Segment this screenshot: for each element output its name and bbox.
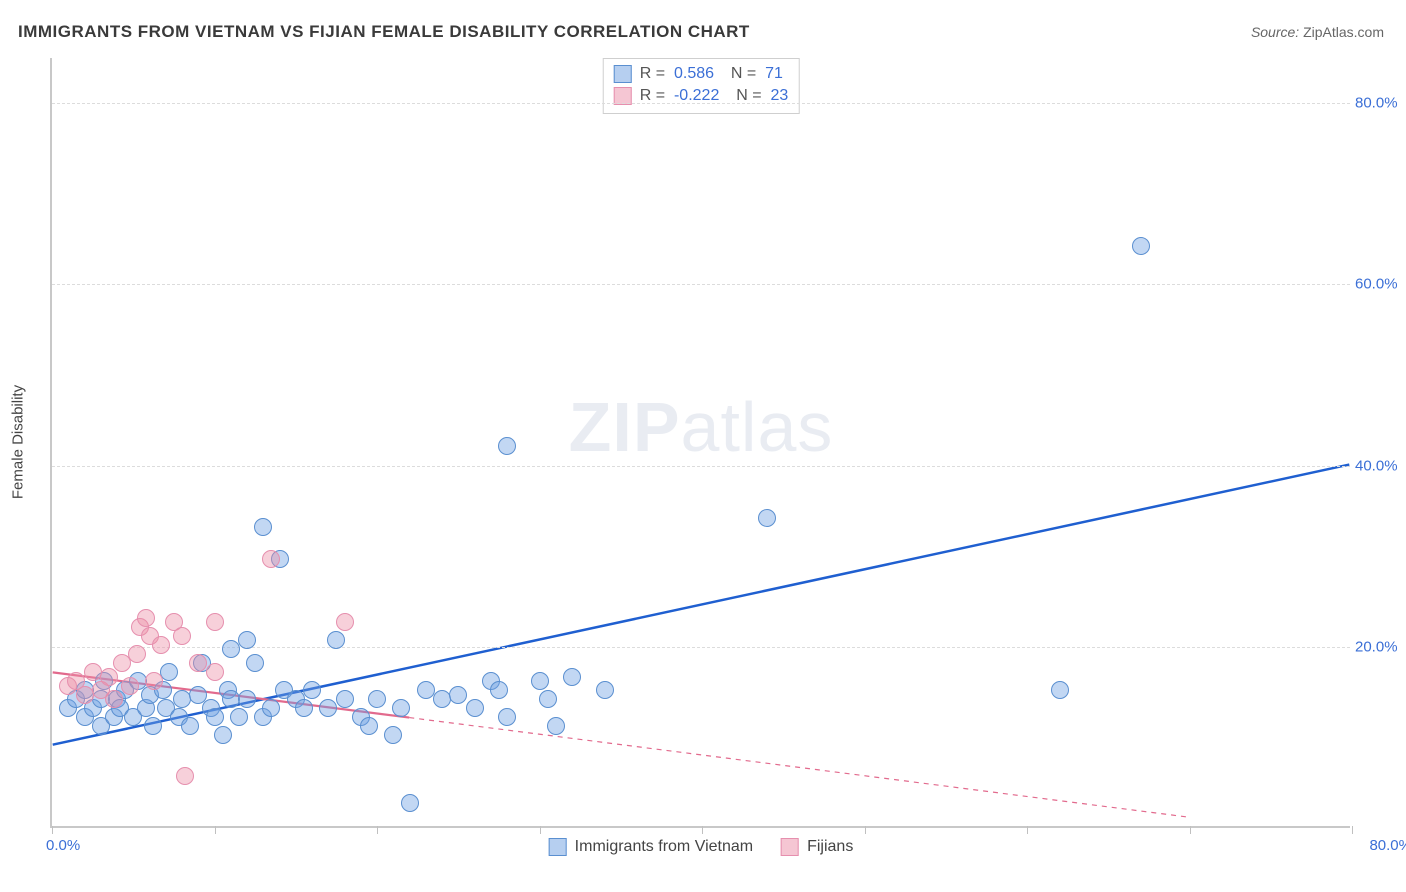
watermark: ZIPatlas [569, 387, 834, 467]
gridline [52, 103, 1350, 104]
swatch-pink-icon [781, 838, 799, 856]
scatter-plot: ZIPatlas Female Disability R = 0.586 N =… [50, 58, 1350, 828]
data-point [449, 686, 467, 704]
data-point [262, 550, 280, 568]
gridline [52, 466, 1350, 467]
x-tick-label: 0.0% [46, 837, 80, 854]
swatch-blue-icon [614, 65, 632, 83]
data-point [145, 672, 163, 690]
gridline [52, 284, 1350, 285]
data-point [246, 654, 264, 672]
data-point [84, 663, 102, 681]
data-point [262, 699, 280, 717]
x-tick-mark [52, 826, 53, 834]
data-point [319, 699, 337, 717]
data-point [128, 645, 146, 663]
data-point [238, 631, 256, 649]
data-point [100, 668, 118, 686]
source-value: ZipAtlas.com [1303, 24, 1384, 40]
data-point [466, 699, 484, 717]
legend-row: R = 0.586 N = 71 [614, 63, 789, 85]
data-point [206, 708, 224, 726]
source: Source: ZipAtlas.com [1251, 24, 1384, 40]
data-point [230, 708, 248, 726]
x-tick-label: 80.0% [1369, 837, 1406, 854]
y-tick-label: 40.0% [1355, 457, 1406, 474]
data-point [206, 613, 224, 631]
data-point [596, 681, 614, 699]
data-point [173, 627, 191, 645]
data-point [1051, 681, 1069, 699]
data-point [176, 767, 194, 785]
data-point [206, 663, 224, 681]
data-point [152, 636, 170, 654]
data-point [336, 690, 354, 708]
chart-title: IMMIGRANTS FROM VIETNAM VS FIJIAN FEMALE… [18, 22, 750, 42]
data-point [144, 717, 162, 735]
data-point [758, 509, 776, 527]
data-point [531, 672, 549, 690]
data-point [360, 717, 378, 735]
data-point [238, 690, 256, 708]
x-tick-mark [540, 826, 541, 834]
data-point [417, 681, 435, 699]
legend-item: Immigrants from Vietnam [549, 838, 753, 856]
x-tick-mark [865, 826, 866, 834]
x-tick-mark [377, 826, 378, 834]
data-point [105, 690, 123, 708]
data-point [563, 668, 581, 686]
data-point [490, 681, 508, 699]
source-label: Source: [1251, 24, 1299, 40]
x-tick-mark [1027, 826, 1028, 834]
data-point [254, 518, 272, 536]
x-tick-mark [215, 826, 216, 834]
x-tick-mark [1190, 826, 1191, 834]
data-point [401, 794, 419, 812]
swatch-blue-icon [549, 838, 567, 856]
data-point [214, 726, 232, 744]
data-point [547, 717, 565, 735]
data-point [384, 726, 402, 744]
data-point [303, 681, 321, 699]
data-point [539, 690, 557, 708]
legend-item: Fijians [781, 838, 853, 856]
correlation-legend: R = 0.586 N = 71 R = -0.222 N = 23 [603, 58, 800, 114]
data-point [121, 677, 139, 695]
data-point [222, 640, 240, 658]
y-tick-label: 20.0% [1355, 638, 1406, 655]
data-point [137, 609, 155, 627]
data-point [498, 708, 516, 726]
x-tick-mark [702, 826, 703, 834]
y-axis-label: Female Disability [10, 385, 27, 499]
y-tick-label: 60.0% [1355, 276, 1406, 293]
data-point [1132, 237, 1150, 255]
x-tick-mark [1352, 826, 1353, 834]
data-point [189, 654, 207, 672]
series-legend: Immigrants from Vietnam Fijians [549, 838, 854, 856]
data-point [295, 699, 313, 717]
trend-lines [52, 58, 1350, 826]
data-point [498, 437, 516, 455]
data-point [327, 631, 345, 649]
data-point [392, 699, 410, 717]
y-tick-label: 80.0% [1355, 95, 1406, 112]
data-point [368, 690, 386, 708]
data-point [336, 613, 354, 631]
data-point [181, 717, 199, 735]
